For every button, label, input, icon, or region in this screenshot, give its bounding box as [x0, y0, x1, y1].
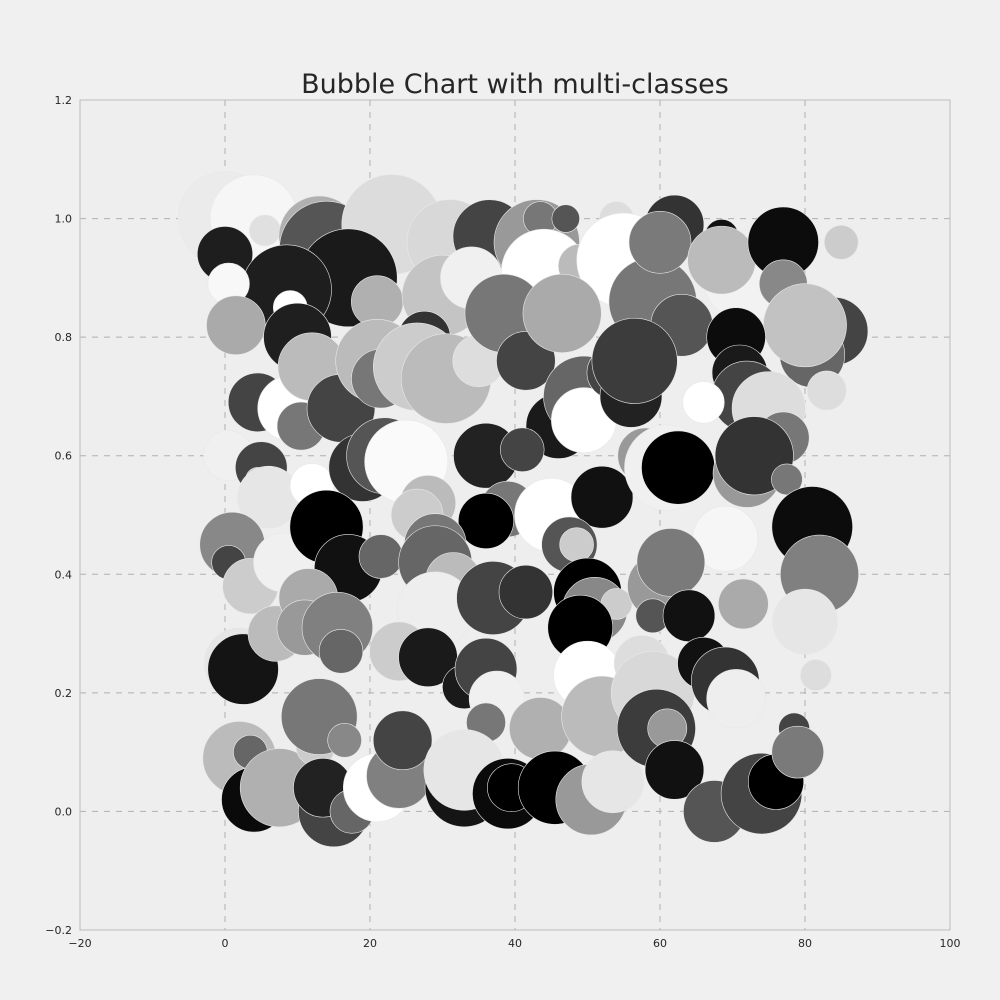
x-tick-label: 40 — [508, 937, 522, 950]
y-tick-label: 1.2 — [55, 94, 73, 107]
bubble-point — [509, 697, 572, 760]
bubble-point — [641, 430, 716, 505]
x-tick-label: 20 — [363, 937, 377, 950]
bubble-point — [559, 527, 594, 562]
bubble-series — [177, 171, 869, 848]
y-axis-ticks: −0.2 0.0 0.2 0.4 0.6 0.8 1.0 1.2 — [45, 94, 72, 937]
bubble-point — [644, 740, 705, 800]
bubble-point — [500, 427, 545, 472]
bubble-point — [706, 669, 766, 729]
bubble-point — [551, 204, 580, 233]
bubble-point — [823, 225, 859, 260]
x-tick-label: 100 — [940, 937, 961, 950]
bubble-point — [591, 317, 678, 404]
x-axis-ticks: −20 0 20 40 60 80 100 — [68, 937, 960, 950]
bubble-point — [498, 564, 554, 620]
x-tick-label: −20 — [68, 937, 91, 950]
bubble-point — [687, 225, 756, 295]
bubble-point — [570, 465, 634, 529]
bubble-point — [581, 750, 645, 814]
x-tick-label: 0 — [222, 937, 229, 950]
chart-title: Bubble Chart with multi-classes — [301, 69, 729, 100]
bubble-point — [763, 283, 847, 368]
bubble-point — [806, 370, 847, 411]
bubble-point — [771, 463, 803, 496]
bubble-point — [718, 578, 769, 630]
x-tick-label: 80 — [798, 937, 812, 950]
bubble-point — [771, 725, 824, 779]
bubble-point — [457, 492, 515, 549]
y-tick-label: 0.4 — [55, 568, 73, 581]
bubble-point — [206, 295, 266, 355]
x-tick-label: 60 — [653, 937, 667, 950]
bubble-point — [327, 723, 362, 758]
bubble-point — [662, 589, 716, 643]
bubble-point — [358, 534, 404, 579]
y-tick-label: 1.0 — [55, 213, 73, 226]
y-tick-label: 0.0 — [55, 805, 73, 818]
y-tick-label: −0.2 — [45, 924, 72, 937]
y-tick-label: 0.8 — [55, 331, 73, 344]
bubble-point — [522, 273, 602, 353]
bubble-point — [628, 210, 692, 274]
plot-frame — [79, 99, 951, 931]
bubble-point — [318, 629, 364, 674]
bubble-point — [249, 214, 281, 247]
bubble-point — [682, 381, 725, 424]
bubble-point — [636, 528, 706, 597]
y-tick-label: 0.6 — [55, 450, 73, 463]
y-tick-label: 0.2 — [55, 687, 73, 700]
bubble-point — [800, 659, 832, 691]
bubble-point — [372, 710, 433, 770]
bubble-point — [772, 588, 838, 655]
